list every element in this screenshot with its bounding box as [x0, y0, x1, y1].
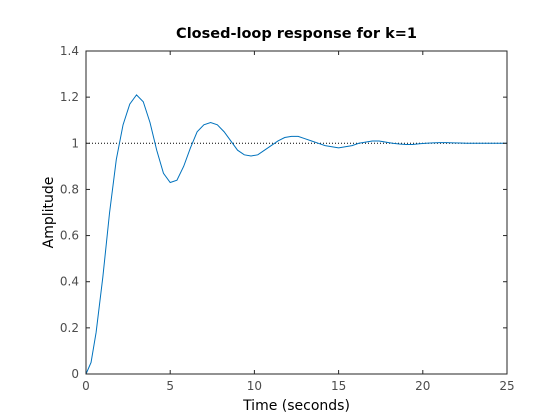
x-tick-label: 20	[415, 379, 430, 393]
x-axis-label: Time (seconds)	[242, 398, 350, 414]
x-tick-label: 5	[166, 379, 174, 393]
y-axis-ticks: 0 0.2 0.4 0.6 0.8 1 1.2 1.4	[60, 44, 507, 381]
x-axis-ticks: 0 5 10 15 20 25	[82, 51, 515, 393]
y-tick-label: 0	[71, 367, 79, 381]
x-tick-label: 0	[82, 379, 90, 393]
series-line	[85, 94, 507, 375]
axes-box	[85, 50, 508, 375]
y-tick-label: 0.2	[60, 321, 79, 335]
chart-title: Closed-loop response for k=1	[176, 26, 417, 42]
y-tick-label: 1	[71, 136, 79, 150]
x-tick-label: 10	[247, 379, 262, 393]
y-tick-label: 1.2	[60, 90, 79, 104]
y-tick-label: 1.4	[60, 44, 79, 58]
x-tick-label: 15	[331, 379, 346, 393]
y-tick-label: 0.4	[60, 275, 79, 289]
y-tick-label: 0.8	[60, 182, 79, 196]
y-tick-label: 0.6	[60, 229, 79, 243]
y-axis-label: Amplitude	[41, 177, 57, 249]
x-tick-label: 25	[499, 379, 514, 393]
